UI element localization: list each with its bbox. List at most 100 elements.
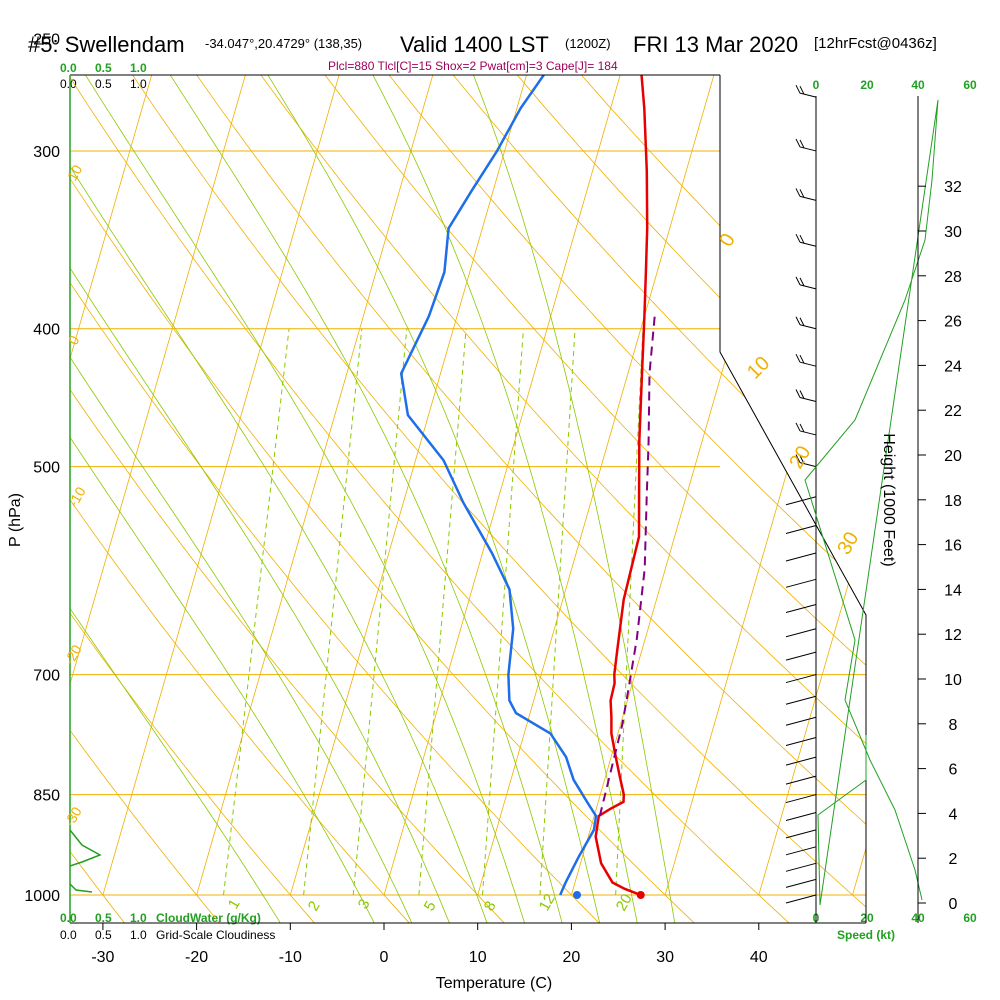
wind-barb — [785, 674, 817, 684]
wind-barb — [799, 397, 817, 403]
height-tick-label: 22 — [944, 403, 962, 420]
dewpoint-profile-line — [399, 75, 598, 896]
wind-barb — [785, 552, 817, 562]
height-tick-label: 20 — [944, 448, 962, 465]
wind-barb — [785, 846, 817, 856]
height-bottom-60: 60 — [963, 911, 977, 925]
wind-barb-feather — [795, 276, 801, 286]
moist-adiabat-line — [228, 75, 601, 923]
moist-adiabat-line — [70, 108, 282, 923]
wind-barb — [785, 651, 817, 661]
mixing-ratio-line — [539, 328, 576, 896]
isotherm-line — [477, 75, 733, 896]
temperature-surface-marker — [636, 891, 645, 899]
cloud-bottom-green-0: 0.0 — [60, 911, 77, 925]
wind-barb-feather — [799, 234, 805, 244]
wind-barb — [785, 811, 817, 821]
parcel-profile-line — [598, 316, 656, 817]
x-tick-label: 10 — [469, 949, 487, 966]
dry-adiabat-line — [91, 75, 866, 923]
cloud-top-black-0: 0.0 — [60, 77, 77, 91]
dry-adiabat-line — [70, 75, 608, 923]
wind-barb-feather — [799, 455, 805, 464]
height-tick-label: 10 — [944, 672, 962, 689]
wind-barb-feather — [799, 390, 805, 399]
mixing-ratio-line — [303, 328, 363, 896]
cloud-top-green-0: 0.0 — [60, 61, 77, 75]
title-coords: -34.047°,20.4729° (138,35) — [205, 36, 362, 51]
moist-adiabat-line — [70, 75, 376, 923]
isotherm-label: 10 — [64, 162, 86, 184]
mixing-ratio-label: 2 — [305, 898, 324, 914]
wind-top-0: 0 — [813, 78, 820, 92]
moist-adiabat-line — [338, 75, 639, 923]
title-station: #5: Swellendam — [28, 32, 185, 57]
wind-top-40: 40 — [911, 78, 925, 92]
dry-adiabat-line — [70, 75, 798, 923]
wind-barb-feather — [795, 454, 801, 463]
x-tick-label: 30 — [656, 949, 674, 966]
axes-labels: -30 -20 -10 0 10 20 30 402503004005007008501000… — [24, 31, 962, 966]
dry-adiabat-line — [70, 75, 227, 923]
isotherm-label: -10 — [65, 484, 89, 510]
mixing-ratio-label: 3 — [355, 896, 374, 912]
x-tick-label: 20 — [563, 949, 581, 966]
dewpoint-surface-marker — [573, 891, 582, 899]
mixing-ratio-line — [418, 328, 467, 896]
mixing-ratio-line — [481, 328, 524, 896]
isotherm-line — [758, 75, 866, 896]
mixing-ratio-label: 20 — [613, 891, 636, 914]
dry-adiabat-line — [465, 75, 866, 923]
height-tick-label: 0 — [949, 896, 958, 913]
isotherm-line — [196, 75, 452, 896]
isotherm-line — [102, 75, 358, 896]
y-axis-label: P (hPa) — [7, 493, 24, 547]
wind-barb — [785, 716, 817, 726]
x-tick-label: -30 — [91, 949, 114, 966]
wind-barb — [785, 736, 817, 746]
dry-adiabat-line — [70, 75, 322, 923]
wind-barb-feather — [799, 317, 805, 326]
wind-barb — [785, 775, 817, 785]
wind-barb — [785, 525, 817, 535]
wind-barb-feather — [799, 139, 805, 149]
wind-barb — [785, 628, 817, 638]
pressure-tick-label: 250 — [33, 31, 60, 48]
wind-barb — [785, 862, 817, 872]
wind-barb-feather — [799, 277, 805, 287]
wind-barb — [785, 604, 817, 614]
dry-adiabat-line — [0, 13, 36, 931]
dry-adiabat-line — [340, 75, 866, 923]
height-tick-label: 30 — [944, 224, 962, 241]
cloud-top-black-1: 0.5 — [95, 77, 112, 91]
isotherm-line — [289, 75, 545, 896]
mixing-ratio-line — [352, 328, 408, 896]
title-forecast: [12hrFcst@0436z] — [814, 35, 937, 52]
wind-top-scale: 0 20 40 60 — [813, 78, 977, 92]
wind-axis-label: Speed (kt) — [837, 928, 895, 942]
isotherm-label: 30 — [833, 528, 863, 558]
x-tick-label: -10 — [279, 949, 302, 966]
plot-frame — [69, 74, 867, 924]
thermo-grid — [0, 13, 866, 931]
cloud-bottom-green-2: 1.0 — [130, 911, 147, 925]
chart-title: #5: Swellendam -34.047°,20.4729° (138,35… — [28, 32, 937, 57]
x-tick-label: -20 — [185, 949, 208, 966]
dry-adiabat-line — [216, 75, 866, 923]
wind-barb-feather — [795, 353, 801, 363]
pressure-tick-label: 1000 — [24, 888, 60, 905]
height-tick-label: 14 — [944, 582, 962, 599]
isotherm-label: 20 — [785, 442, 815, 472]
height-tick-label: 12 — [944, 627, 962, 644]
pressure-tick-label: 300 — [33, 144, 60, 161]
height-tick-label: 24 — [944, 358, 962, 375]
wind-barb-feather — [799, 423, 805, 433]
wind-barb-feather — [795, 188, 801, 197]
height-tick-label: 26 — [944, 314, 962, 331]
mixing-ratio-label: 12 — [536, 891, 559, 914]
cloudiness-caption: Grid-Scale Cloudiness — [156, 928, 275, 942]
cloud-top-green-1: 0.5 — [95, 61, 112, 75]
wind-barb — [799, 241, 817, 247]
